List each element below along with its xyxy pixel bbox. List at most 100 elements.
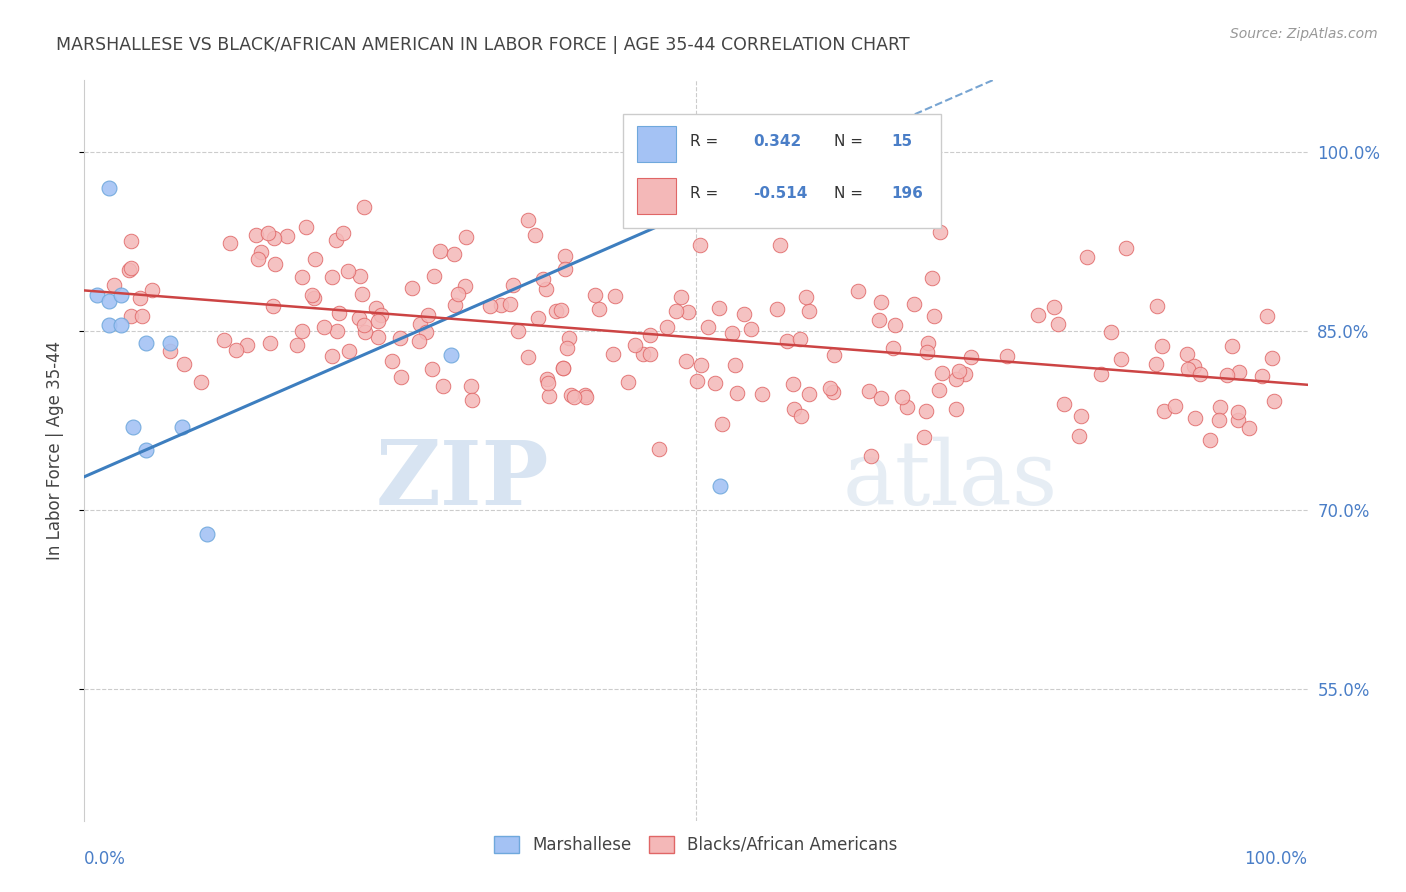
Point xyxy=(921,270,943,285)
Point xyxy=(1052,397,1074,411)
Point xyxy=(110,288,132,302)
Text: 0.342: 0.342 xyxy=(754,134,801,149)
Point xyxy=(1263,394,1285,409)
Point xyxy=(917,335,939,350)
Point xyxy=(367,314,389,328)
Point xyxy=(301,288,323,302)
Point xyxy=(276,229,298,244)
Point xyxy=(259,335,281,350)
Point xyxy=(1227,413,1250,427)
Point xyxy=(1090,368,1112,382)
Point xyxy=(557,331,579,345)
Point xyxy=(721,326,744,340)
Point xyxy=(1069,428,1091,442)
Point xyxy=(423,268,446,283)
Point xyxy=(443,247,465,261)
Point xyxy=(928,383,950,397)
Point xyxy=(638,328,661,343)
Point xyxy=(948,364,970,378)
Text: Source: ZipAtlas.com: Source: ZipAtlas.com xyxy=(1230,27,1378,41)
Point xyxy=(262,299,284,313)
Point xyxy=(945,372,967,386)
Point xyxy=(869,391,891,405)
Point xyxy=(725,385,748,400)
Point xyxy=(1076,250,1098,264)
Point xyxy=(631,347,654,361)
Point xyxy=(264,257,287,271)
Text: N =: N = xyxy=(834,186,868,201)
Point xyxy=(454,230,477,244)
Point xyxy=(235,338,257,352)
Point xyxy=(560,388,582,402)
Point xyxy=(858,384,880,398)
Point xyxy=(1237,421,1260,435)
Point xyxy=(245,228,267,243)
Point xyxy=(219,236,242,251)
Point xyxy=(409,317,432,331)
Point xyxy=(86,288,108,302)
Point xyxy=(531,272,554,286)
Point xyxy=(1208,413,1230,427)
Point xyxy=(195,527,218,541)
Point xyxy=(1177,361,1199,376)
Point xyxy=(135,336,157,351)
Point xyxy=(924,309,946,323)
Point xyxy=(353,326,375,340)
Point xyxy=(782,377,804,392)
Point xyxy=(995,350,1018,364)
Point xyxy=(945,401,967,416)
Point xyxy=(868,313,890,327)
Point xyxy=(896,400,918,414)
Point xyxy=(159,343,181,358)
Point xyxy=(903,297,925,311)
Point xyxy=(364,301,387,315)
Point xyxy=(516,350,538,364)
Point xyxy=(859,449,882,463)
Text: ZIP: ZIP xyxy=(375,436,550,524)
Point xyxy=(657,320,679,334)
Point xyxy=(1153,404,1175,418)
Point xyxy=(551,361,574,376)
Point xyxy=(190,375,212,389)
Point xyxy=(1227,365,1250,379)
Point xyxy=(328,306,350,320)
Point xyxy=(733,307,755,321)
Point xyxy=(846,285,869,299)
Point xyxy=(429,244,451,259)
Point xyxy=(321,349,343,363)
Point xyxy=(1043,300,1066,314)
Point xyxy=(562,391,585,405)
Point xyxy=(249,245,271,260)
Point xyxy=(959,350,981,364)
Point xyxy=(499,297,522,311)
Point xyxy=(884,318,907,332)
Point xyxy=(890,390,912,404)
Point xyxy=(685,374,707,388)
Point xyxy=(769,238,792,252)
Point xyxy=(602,347,624,361)
Point xyxy=(797,387,820,401)
Point xyxy=(129,291,152,305)
Point xyxy=(603,289,626,303)
Point xyxy=(1146,299,1168,313)
Point xyxy=(794,290,817,304)
Point xyxy=(97,294,120,309)
Point xyxy=(460,379,482,393)
Point xyxy=(1026,308,1049,322)
Point xyxy=(118,263,141,277)
Point xyxy=(337,264,360,278)
Point xyxy=(575,390,598,404)
Point xyxy=(1256,309,1278,323)
Point xyxy=(291,324,314,338)
Point xyxy=(823,348,845,362)
Point xyxy=(97,180,120,194)
Point xyxy=(135,443,157,458)
Point xyxy=(820,381,842,395)
Point xyxy=(724,358,747,372)
Point xyxy=(225,343,247,357)
Point xyxy=(931,367,953,381)
Point xyxy=(915,404,938,418)
Point xyxy=(120,261,142,276)
Point xyxy=(647,442,669,456)
Point xyxy=(710,417,733,432)
